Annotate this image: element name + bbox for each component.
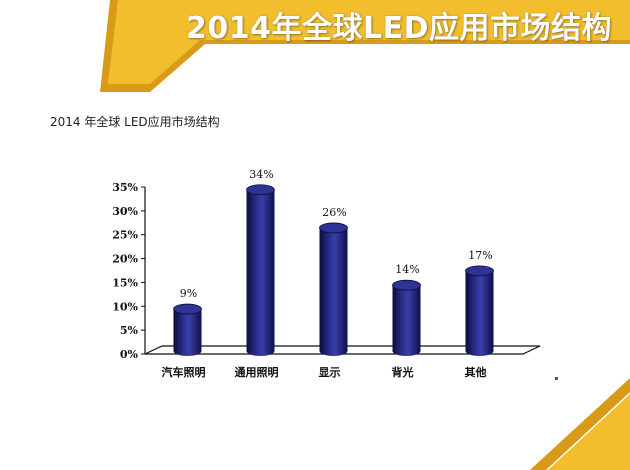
category-label: 汽车照明 [162,365,206,379]
bar-top [465,265,494,277]
bar-top [173,303,202,315]
category-labels: 汽车照明 通用照明 显示 背光 其他 [162,365,487,379]
bars [173,184,494,357]
value-label: 14% [395,263,419,276]
bar-top [319,222,348,234]
y-tick-label: 0% [120,348,139,361]
y-tick-label: 35% [112,181,138,194]
category-label: 显示 [319,366,341,379]
banner-title: 2014年全球LED应用市场结构 [185,11,612,46]
value-label: 34% [249,168,273,181]
bar-body [173,309,202,357]
banner-gold-shape [108,0,630,84]
category-label: 其他 [465,365,487,379]
y-tick-label: 20% [112,253,138,266]
value-label: 17% [468,249,492,262]
bar [392,279,421,357]
bar-top [392,279,421,291]
y-tick-label: 30% [112,205,138,218]
y-axis-ticks: 0% 5% 10% 15% 20% 25% 30% 35% [112,181,145,361]
chart-heading: 2014 年全球 LED应用市场结构 [50,115,220,129]
bar-body [246,189,275,357]
bar [246,184,275,357]
bar-body [392,285,421,357]
y-tick-label: 10% [112,300,138,313]
title-banner [100,0,630,92]
decorative-dot [555,377,558,380]
category-label: 背光 [392,365,414,379]
y-tick-label: 25% [112,229,138,242]
bar-body [319,227,348,357]
bar [173,303,202,357]
y-tick-label: 15% [112,276,138,289]
category-label: 通用照明 [235,366,279,379]
bar [465,265,494,357]
bar [319,222,348,357]
bar-top [246,184,275,196]
value-labels: 9% 34% 26% 14% 17% [180,168,493,300]
y-tick-label: 5% [120,324,139,337]
value-label: 26% [322,206,346,219]
bar-body [465,270,494,357]
value-label: 9% [180,287,197,300]
